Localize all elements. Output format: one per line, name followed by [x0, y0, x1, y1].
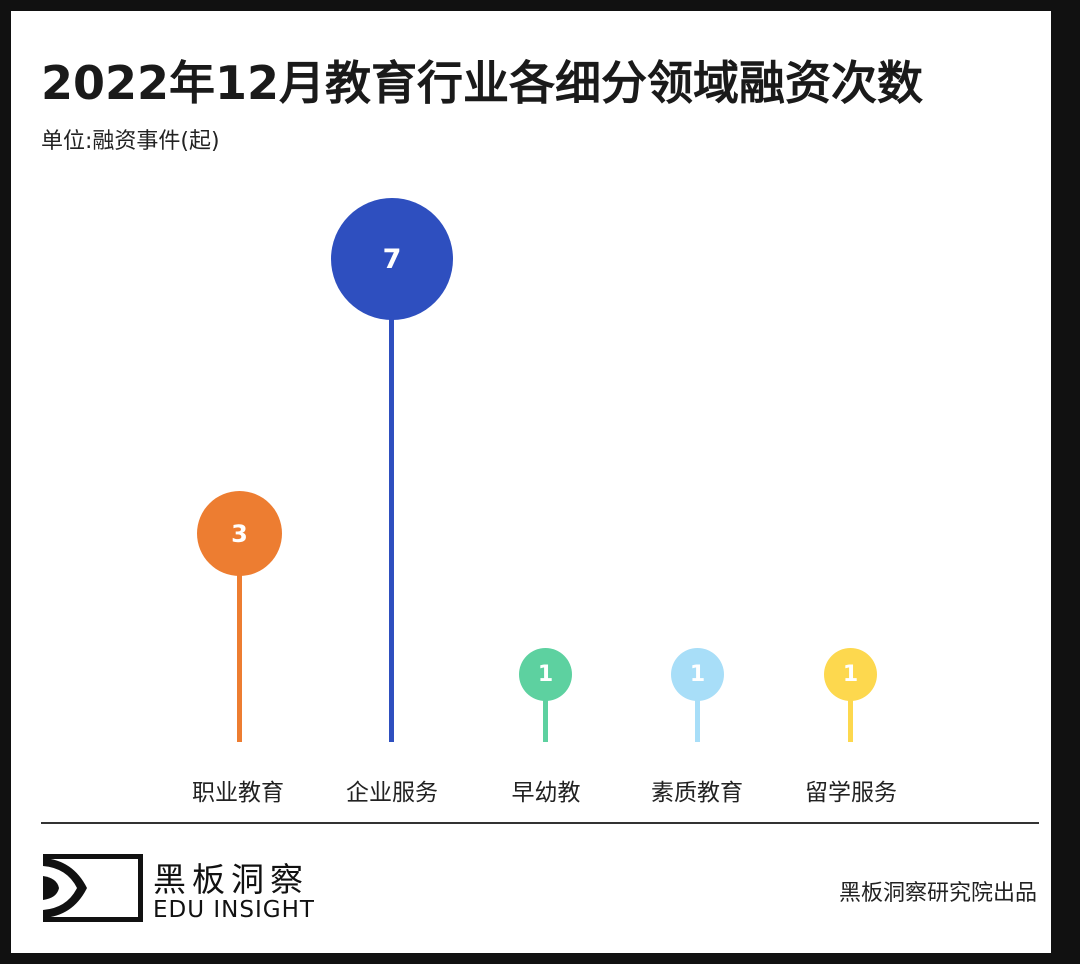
- chart-card: 2022年12月教育行业各细分领域融资次数 单位:融资事件(起) 3 职业教育 …: [11, 11, 1051, 953]
- category-label: 企业服务: [346, 780, 438, 806]
- category-label: 早幼教: [511, 780, 581, 806]
- bubble-quality-education: 1: [671, 648, 724, 701]
- category-label: 职业教育: [192, 780, 284, 806]
- stem-vocational: [237, 566, 242, 742]
- category-label: 素质教育: [651, 780, 743, 806]
- bubble-vocational: 3: [197, 491, 282, 576]
- brand-name-en: EDU INSIGHT: [153, 897, 315, 923]
- credit-text: 黑板洞察研究院出品: [838, 881, 1037, 906]
- category-label: 留学服务: [805, 780, 897, 806]
- value-label: 7: [382, 243, 402, 275]
- value-label: 1: [842, 662, 859, 687]
- stem-early-education: [543, 691, 548, 742]
- footer-divider: [41, 822, 1039, 824]
- stem-study-abroad: [848, 691, 853, 742]
- unit-label: 单位:融资事件(起): [41, 129, 220, 154]
- stem-quality-education: [695, 691, 700, 742]
- stem-enterprise: [389, 301, 394, 742]
- value-label: 1: [537, 662, 554, 687]
- bubble-early-education: 1: [519, 648, 572, 701]
- value-label: 1: [689, 662, 706, 687]
- edu-insight-logo-icon: [43, 854, 143, 922]
- chart-title: 2022年12月教育行业各细分领域融资次数: [41, 56, 924, 110]
- bubble-study-abroad: 1: [824, 648, 877, 701]
- bubble-enterprise: 7: [331, 198, 453, 320]
- brand-name-cn: 黑板洞察: [153, 860, 309, 899]
- value-label: 3: [231, 519, 248, 548]
